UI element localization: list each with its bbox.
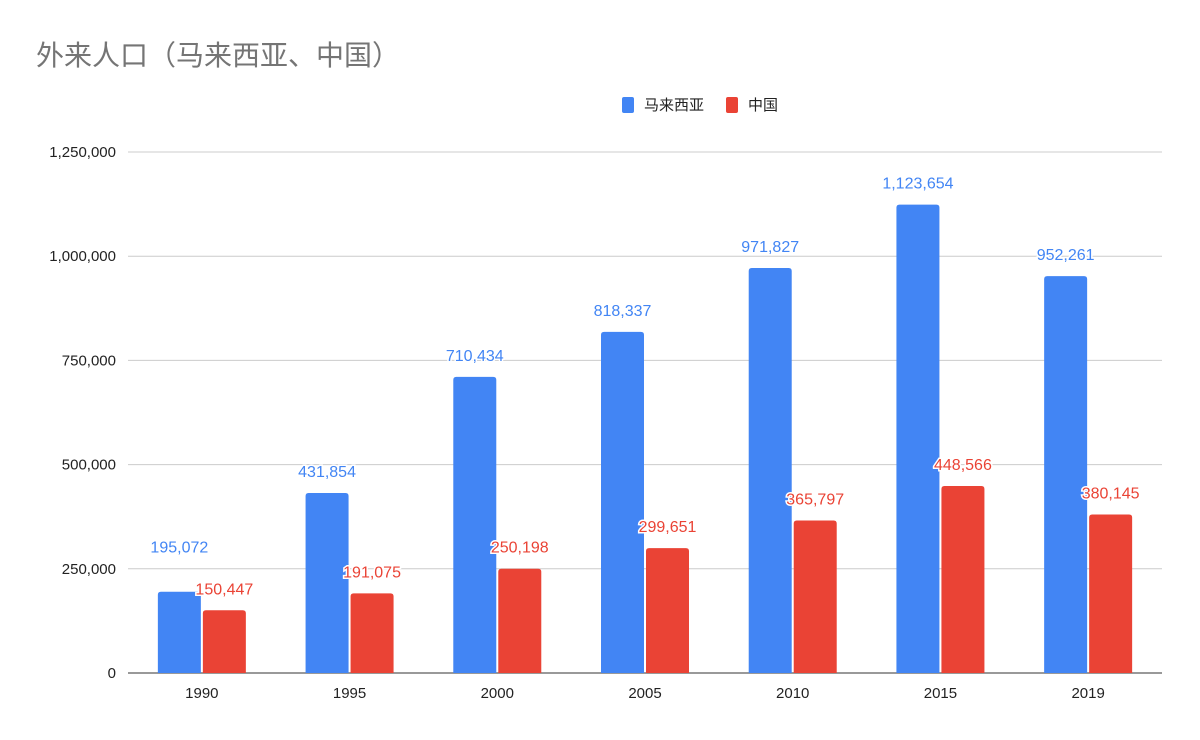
bar-china [1089,514,1133,673]
x-tick-label: 2000 [481,685,514,702]
legend-label: 马来西亚 [643,97,704,114]
data-label: 952,261 [1037,247,1095,264]
data-label: 818,337 [594,303,652,320]
bar-china [646,548,689,673]
bar-china [202,610,246,673]
x-tick-label: 2010 [776,685,809,702]
legend-item-china[interactable]: 中国 [726,94,778,115]
y-tick-label: 750,000 [62,352,116,369]
data-label: 250,198 [491,540,549,557]
bar-malaysia [601,331,644,673]
data-label: 191,075 [343,564,401,581]
y-tick-label: 1,000,000 [49,248,116,265]
legend-item-malaysia[interactable]: 马来西亚 [621,94,704,115]
legend: 马来西亚 中国 [100,94,1200,115]
data-label: 299,651 [639,519,697,536]
y-tick-label: 250,000 [62,561,116,578]
data-label: 1,123,654 [882,176,953,193]
data-label: 431,854 [298,464,356,481]
bar-malaysia [1044,276,1088,673]
legend-label: 中国 [748,97,779,114]
data-label: 195,072 [150,539,208,556]
x-tick-label: 1995 [333,685,366,702]
bar-malaysia [896,204,940,673]
x-tick-label: 1990 [185,685,218,702]
bar-china [350,593,394,673]
bar-malaysia [453,376,497,673]
legend-swatch [621,96,634,113]
bar-malaysia [305,493,349,673]
bar-china [498,568,542,673]
bar-china [941,486,985,673]
x-tick-label: 2019 [1071,685,1104,702]
data-label: 365,797 [786,492,844,509]
bar-china [793,520,837,673]
y-tick-label: 1,250,000 [49,144,116,161]
bar-malaysia [748,267,792,673]
bar-malaysia [157,591,201,673]
data-label: 150,447 [195,581,253,598]
legend-swatch [726,96,738,113]
y-tick-label: 0 [108,665,116,682]
data-label: 710,434 [446,348,504,365]
x-tick-label: 2005 [628,685,661,702]
data-label: 380,145 [1082,486,1140,503]
y-tick-label: 500,000 [62,457,116,474]
data-label: 971,827 [741,239,799,256]
x-tick-label: 2015 [924,685,957,702]
data-label: 448,566 [934,457,992,474]
chart-title: 外来人口（马来西亚、中国） [36,39,401,72]
